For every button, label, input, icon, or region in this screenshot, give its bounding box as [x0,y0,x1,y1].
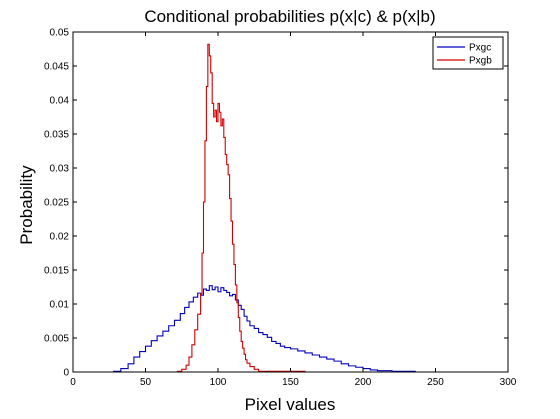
y-tick-label: 0.015 [44,266,69,277]
axes-frame [72,31,509,373]
y-tick-label: 0.005 [44,334,69,345]
series-line-pxgc [87,285,416,373]
y-axis-label: Probability [17,165,36,245]
y-tick-label: 0.02 [50,232,70,243]
legend-label-pxgb: Pxgb [469,56,492,67]
y-tick-label: 0.045 [44,62,69,73]
plot-area: 0 50 100 150 200 250 300 0 0.005 0.01 0.015 0.02 0.0… [44,28,517,389]
x-tick-label: 100 [210,377,227,388]
x-tick-label: 300 [500,377,517,388]
chart-title: Conditional probabilities p(x|c) & p(x|b… [144,7,435,26]
series-line-pxgb [116,43,306,373]
y-tick-label: 0.03 [50,164,70,175]
x-tick-label: 0 [70,377,76,388]
legend: Pxgc Pxgb [432,36,504,70]
x-tick-label: 50 [140,377,152,388]
y-tick-label: 0.05 [50,28,70,39]
x-tick-label: 200 [355,377,372,388]
x-tick-label: 250 [427,377,444,388]
y-tick-label: 0.025 [44,198,69,209]
legend-box [432,36,504,70]
y-tick-label: 0 [63,368,69,379]
y-tick-label: 0.01 [50,300,70,311]
y-tick-label: 0.035 [44,130,69,141]
x-tick-label: 150 [282,377,299,388]
y-tick-label: 0.04 [50,96,70,107]
x-axis-label: Pixel values [245,395,336,414]
legend-label-pxgc: Pxgc [469,43,491,54]
